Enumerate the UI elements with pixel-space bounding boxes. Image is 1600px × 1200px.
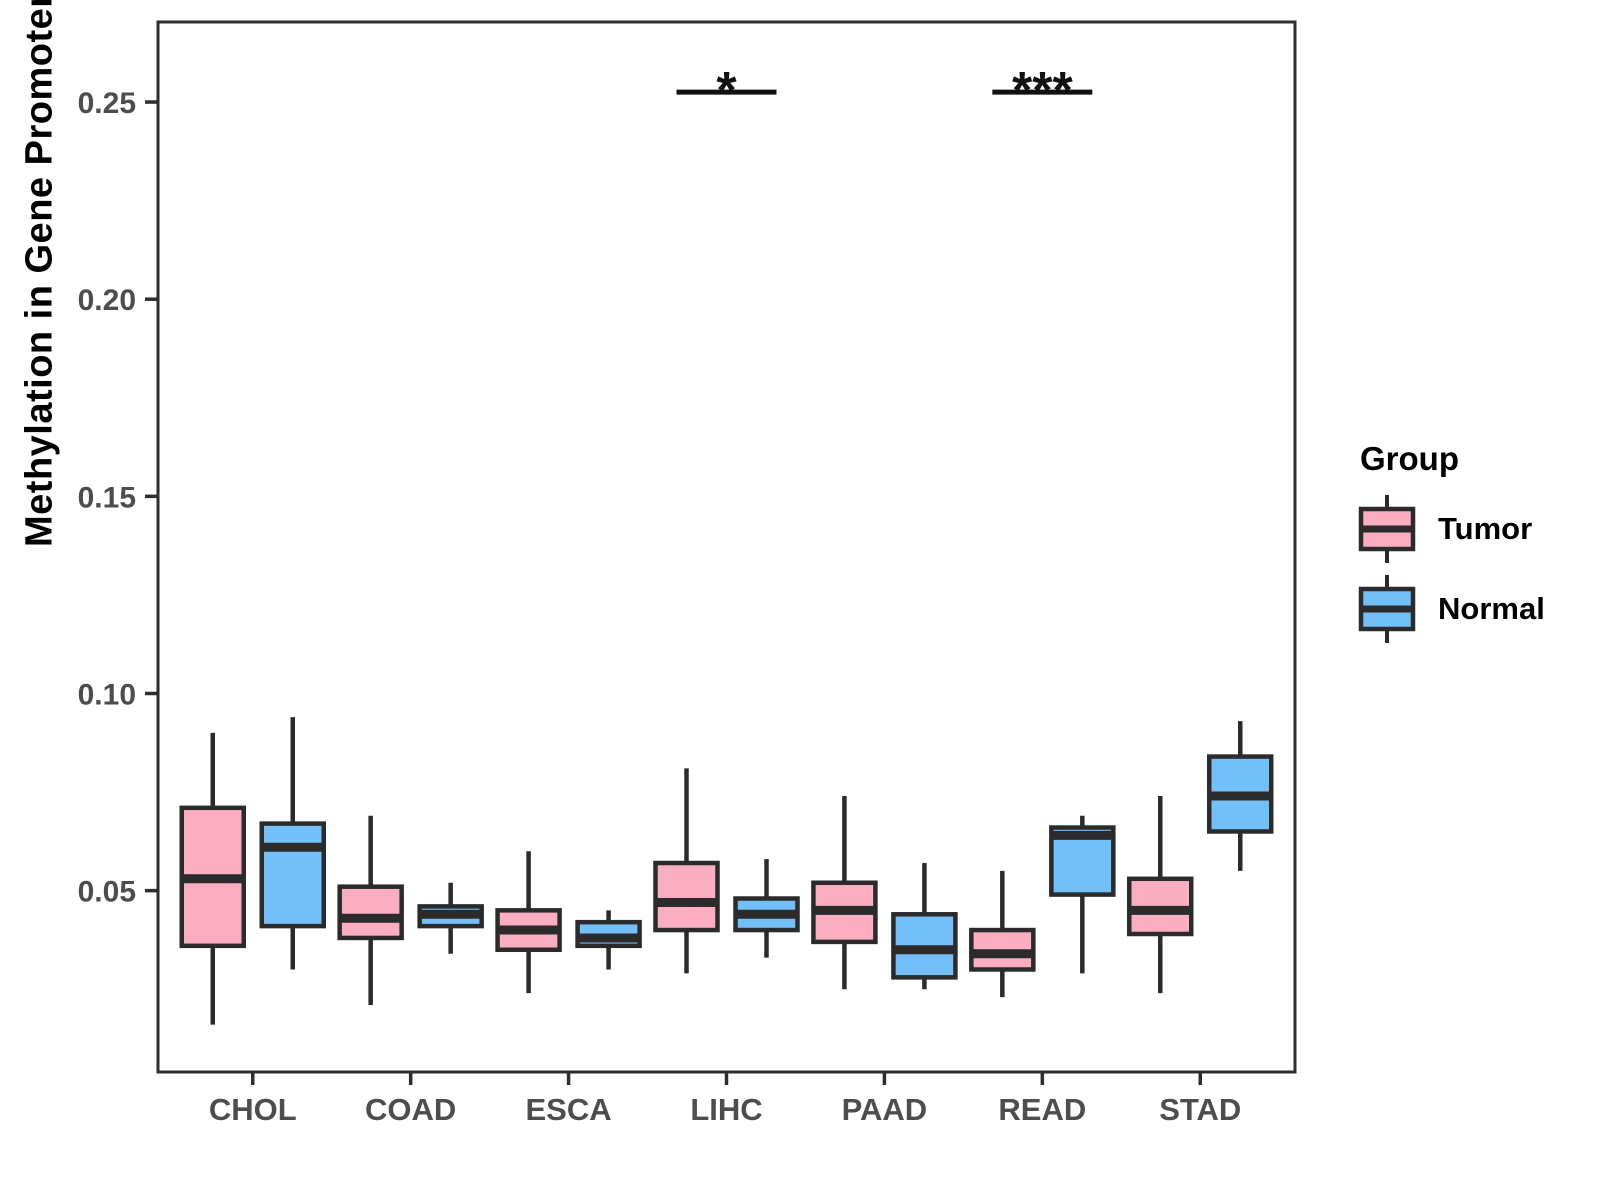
box-coad-tumor xyxy=(337,884,404,941)
y-axis-tick-label: 0.25 xyxy=(78,87,136,120)
significance-stars-lihc: * xyxy=(716,62,737,120)
legend-label: Tumor xyxy=(1438,511,1533,546)
x-axis-tick-label-read: READ xyxy=(998,1092,1086,1127)
x-axis-tick-label-lihc: LIHC xyxy=(690,1092,762,1127)
box-lihc-tumor xyxy=(653,860,720,933)
box-chol-normal xyxy=(259,821,326,929)
legend-key-boxplot-icon xyxy=(1358,575,1416,643)
x-axis-tick-label-stad: STAD xyxy=(1159,1092,1241,1127)
y-axis-tick-label: 0.10 xyxy=(78,678,136,711)
legend: Group Tumor Normal xyxy=(1358,440,1545,654)
x-axis-tick-label-chol: CHOL xyxy=(209,1092,297,1127)
legend-entries: Tumor Normal xyxy=(1358,494,1545,644)
x-axis-tick-label-coad: COAD xyxy=(365,1092,456,1127)
significance-stars-read: *** xyxy=(1012,62,1073,120)
y-axis-tick-label: 0.20 xyxy=(78,284,136,317)
plot-panel-border xyxy=(156,20,1297,1074)
legend-entry-tumor: Tumor xyxy=(1358,494,1545,564)
legend-label: Normal xyxy=(1438,591,1545,626)
x-axis-tick-label-esca: ESCA xyxy=(526,1092,612,1127)
legend-title: Group xyxy=(1360,440,1459,477)
legend-key-boxplot-icon xyxy=(1358,495,1416,563)
y-axis-tick-label: 0.05 xyxy=(78,876,136,909)
x-axis-tick-label-paad: PAAD xyxy=(842,1092,928,1127)
y-axis-tick-label: 0.15 xyxy=(78,481,136,514)
legend-entry-normal: Normal xyxy=(1358,574,1545,644)
